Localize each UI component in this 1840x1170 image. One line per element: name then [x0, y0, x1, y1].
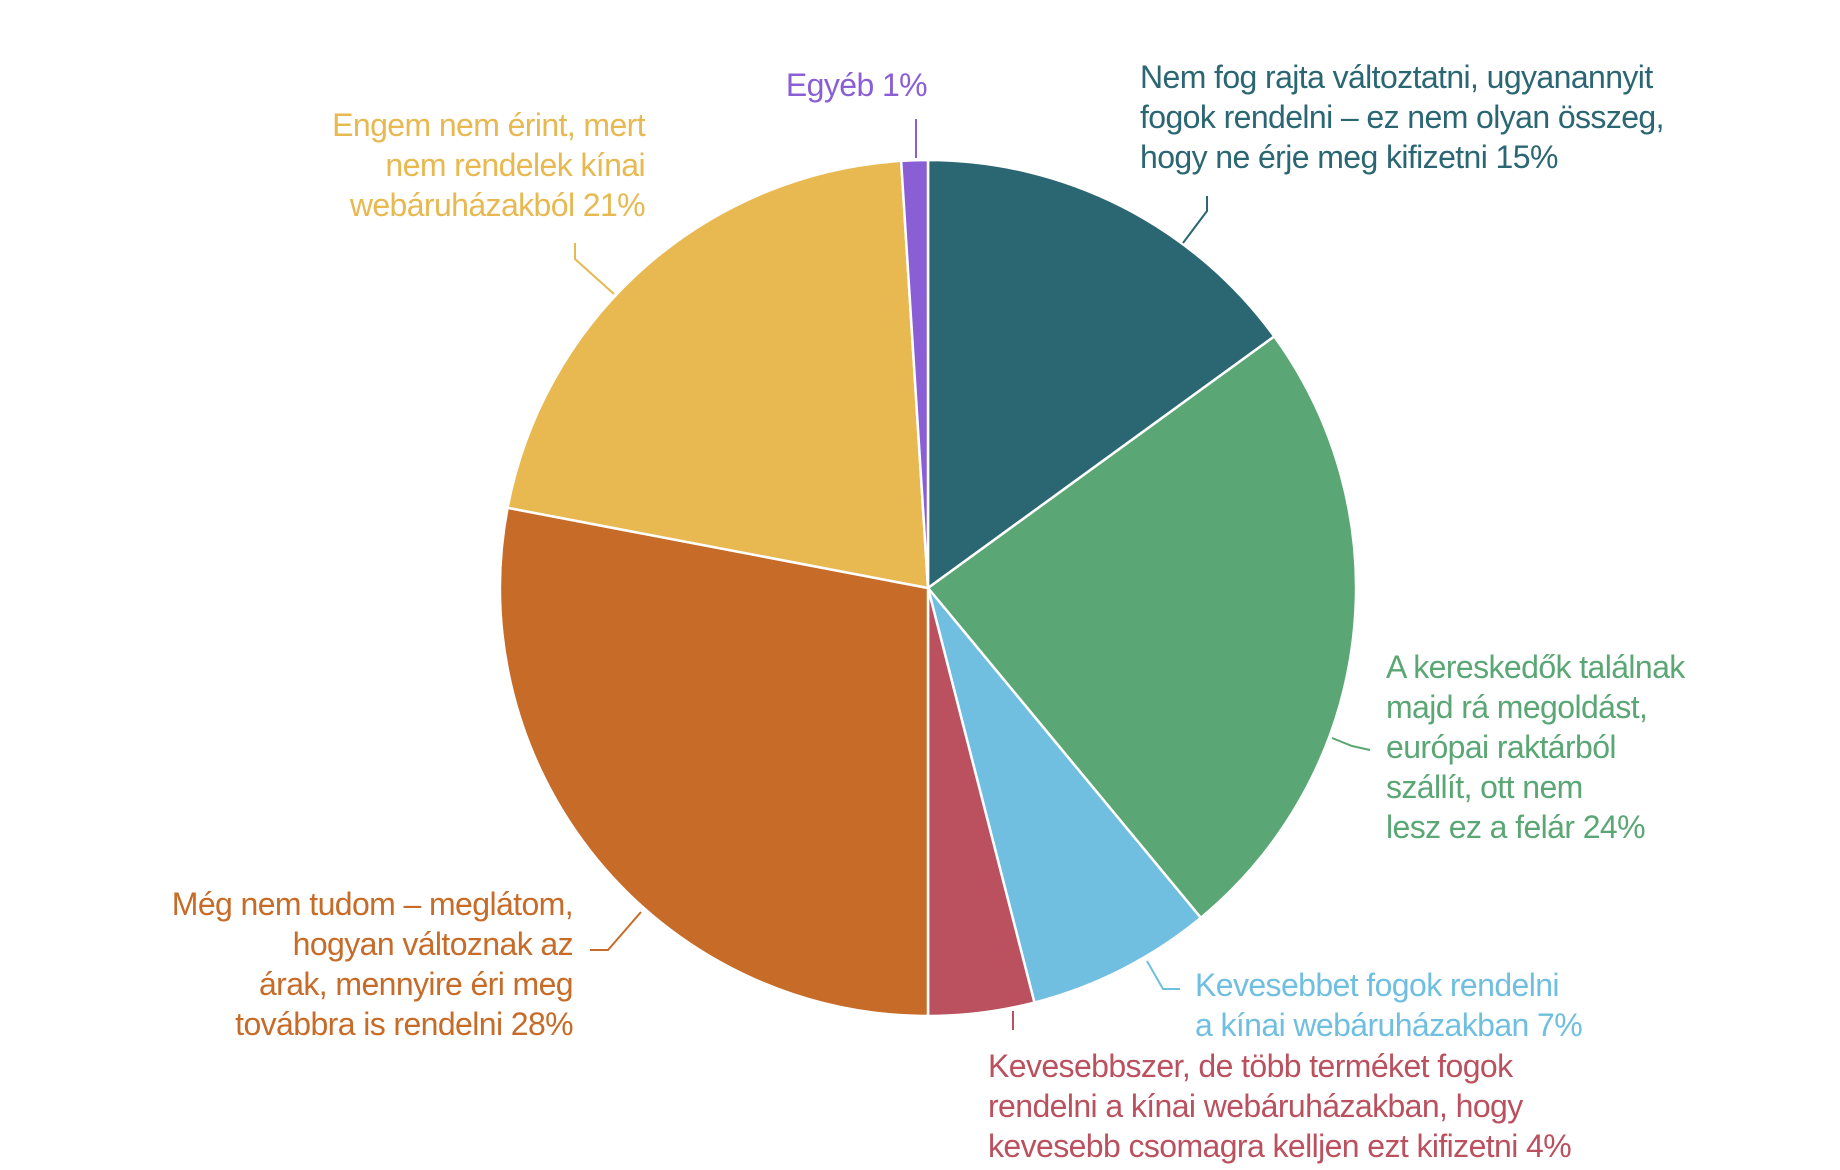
leader-line [574, 243, 615, 295]
slice-label-line: hogy ne érje meg kifizetni 15% [1140, 139, 1558, 175]
slice-label-line: nem rendelek kínai [385, 147, 645, 183]
leader-line [590, 911, 642, 951]
leader-line [1146, 960, 1180, 990]
slice-label-line: lesz ez a felár 24% [1386, 809, 1645, 845]
slice-label: A kereskedők találnak majd rá megoldást, e… [1386, 649, 1686, 845]
pie-slice [926, 586, 1203, 1004]
slice-label-line: webáruházakból 21% [349, 187, 645, 223]
slice-label-line: hogyan változnak az [293, 926, 573, 962]
slice-label-line: rendelni a kínai webáruházakban, hogy [988, 1088, 1523, 1124]
slice-label-line: árak, mennyire éri meg [259, 966, 573, 1002]
pie-slice [899, 158, 930, 590]
leader-line [1331, 737, 1371, 751]
slice-label-line: fogok rendelni – ez nem olyan összeg, [1140, 99, 1664, 135]
pie-slices [498, 158, 1358, 1018]
pie-slice [498, 506, 930, 1018]
slice-label-line: majd rá megoldást, [1386, 689, 1647, 725]
slice-label-line: Még nem tudom – meglátom, [172, 886, 573, 922]
slice-label-line: Kevesebbszer, de több terméket fogok [988, 1048, 1514, 1084]
slice-label-line: európai raktárból [1386, 729, 1616, 765]
slice-label: Kevesebbet fogok rendelni a kínai webáruh… [1195, 967, 1582, 1043]
pie-slice [926, 158, 1276, 590]
slice-label-line: szállít, ott nem [1386, 769, 1583, 805]
slice-label: Kevesebbszer, de több terméket fogok rend… [988, 1048, 1571, 1164]
pie-slice [926, 335, 1358, 920]
slice-label-line: kevesebb csomagra kelljen ezt kifizetni … [988, 1128, 1571, 1164]
slice-label-line: Kevesebbet fogok rendelni [1195, 967, 1559, 1003]
slice-label-line: A kereskedők találnak [1386, 649, 1686, 685]
slice-label-line: Nem fog rajta változtatni, ugyanannyit [1140, 59, 1653, 95]
slice-label-line: a kínai webáruházakban 7% [1195, 1007, 1582, 1043]
slice-label-line: Egyéb 1% [786, 67, 927, 103]
slice-label: Még nem tudom – meglátom, hogyan változna… [172, 886, 573, 1042]
slice-label: Engem nem érint, mert nem rendelek kínai w… [332, 107, 646, 223]
slice-label-line: Engem nem érint, mert [332, 107, 646, 143]
slice-label: Nem fog rajta változtatni, ugyanannyit fo… [1140, 59, 1664, 175]
pie-slice [506, 159, 930, 590]
slice-label: Egyéb 1% [786, 67, 927, 103]
leader-line [1182, 196, 1208, 244]
slice-label-line: továbbra is rendelni 28% [235, 1006, 573, 1042]
